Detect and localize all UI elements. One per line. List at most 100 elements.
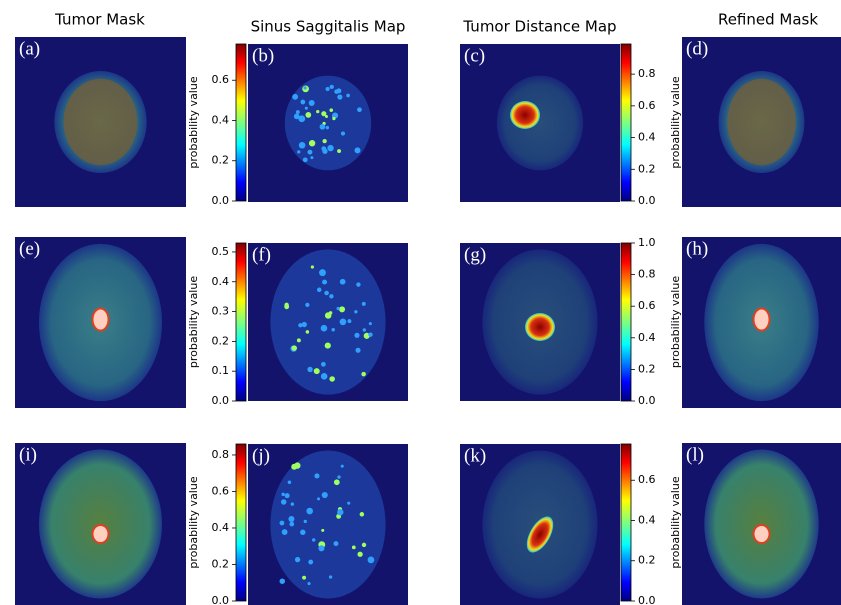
scan-speck bbox=[316, 287, 322, 293]
colorbar-tick-label: 0.6 bbox=[212, 484, 230, 497]
panel-label: (j) bbox=[252, 445, 270, 466]
scan-speck bbox=[301, 321, 307, 328]
brain-scan bbox=[270, 450, 386, 599]
scan-speck bbox=[308, 140, 316, 147]
scan-speck bbox=[281, 529, 288, 535]
colorbar-tick-label: 0.2 bbox=[212, 154, 230, 167]
scan-speck bbox=[347, 501, 351, 505]
scan-speck bbox=[321, 491, 328, 499]
scan-speck bbox=[361, 301, 366, 306]
scan-speck bbox=[305, 302, 310, 308]
column-title: Tumor Distance Map bbox=[462, 18, 616, 36]
scan-speck bbox=[284, 493, 290, 499]
scan-speck bbox=[308, 100, 315, 107]
mask-region bbox=[63, 78, 138, 166]
panel-label: (a) bbox=[19, 38, 40, 59]
scan-speck bbox=[336, 306, 340, 311]
scan-speck bbox=[322, 138, 327, 144]
mask-region bbox=[752, 524, 771, 544]
scan-speck bbox=[339, 318, 347, 326]
scan-speck bbox=[298, 115, 306, 123]
scan-speck bbox=[328, 575, 333, 579]
scan-speck bbox=[339, 306, 346, 313]
colorbar-tick-label: 0.0 bbox=[212, 194, 230, 207]
colorbar-tick-label: 0.6 bbox=[212, 73, 230, 86]
scan-speck bbox=[303, 519, 307, 524]
scan-speck bbox=[368, 332, 373, 337]
scan-speck bbox=[356, 282, 361, 287]
scan-speck bbox=[303, 86, 307, 90]
scan-speck bbox=[367, 556, 375, 564]
scan-speck bbox=[337, 149, 342, 153]
panel-label: (d) bbox=[686, 38, 708, 59]
tumor-region bbox=[525, 313, 555, 341]
scan-speck bbox=[289, 521, 295, 527]
scan-speck bbox=[279, 520, 285, 526]
colorbar-tick-label: 0.1 bbox=[212, 364, 230, 377]
scan-speck bbox=[316, 109, 320, 114]
column-title: Refined Mask bbox=[718, 11, 818, 29]
scan-speck bbox=[354, 310, 358, 314]
column-title: Sinus Saggitalis Map bbox=[251, 18, 406, 36]
colorbar-label: probability value bbox=[187, 76, 200, 168]
scan-speck bbox=[337, 475, 341, 479]
scan-speck bbox=[287, 480, 292, 485]
colorbar-tick-label: 0.4 bbox=[638, 131, 656, 144]
scan-speck bbox=[307, 366, 313, 373]
colorbar bbox=[235, 43, 247, 202]
colorbar-tick-label: 0.0 bbox=[638, 394, 656, 407]
scan-speck bbox=[354, 332, 360, 338]
scan-speck bbox=[297, 150, 301, 154]
colorbar bbox=[620, 443, 632, 602]
scan-speck bbox=[325, 125, 330, 130]
scan-speck bbox=[324, 115, 328, 119]
scan-speck bbox=[357, 551, 363, 557]
scan-speck bbox=[305, 112, 312, 118]
scan-speck bbox=[320, 324, 328, 332]
scan-speck bbox=[319, 269, 326, 277]
colorbar-tick-label: 0.2 bbox=[212, 334, 230, 347]
scan-speck bbox=[300, 529, 306, 535]
scan-speck bbox=[333, 541, 339, 547]
scan-speck bbox=[363, 332, 370, 339]
scan-speck bbox=[300, 99, 306, 105]
scan-speck bbox=[308, 559, 314, 565]
colorbar-tick-label: 1.0 bbox=[638, 236, 656, 249]
scan-speck bbox=[281, 492, 285, 497]
brain-scan bbox=[270, 249, 386, 395]
colorbar-label: probability value bbox=[187, 276, 200, 368]
scan-speck bbox=[361, 371, 366, 377]
scan-speck bbox=[355, 347, 361, 353]
colorbar-tick-label: 0.8 bbox=[638, 268, 656, 281]
colorbar-label: probability value bbox=[669, 76, 682, 168]
scan-speck bbox=[333, 479, 340, 486]
scan-speck bbox=[298, 323, 303, 328]
scan-speck bbox=[307, 582, 311, 586]
scan-speck bbox=[327, 144, 334, 152]
scan-speck bbox=[290, 502, 295, 506]
panel-label: (g) bbox=[464, 244, 486, 265]
scan-speck bbox=[347, 319, 352, 324]
scan-speck bbox=[295, 110, 300, 115]
colorbar-tick-label: 0.4 bbox=[212, 113, 230, 126]
scan-speck bbox=[340, 464, 344, 468]
mask-region bbox=[727, 78, 796, 166]
scan-speck bbox=[317, 497, 321, 501]
scan-speck bbox=[310, 156, 314, 160]
scan-speck bbox=[298, 141, 306, 149]
scan-speck bbox=[302, 575, 307, 580]
brain-scan bbox=[496, 75, 584, 171]
colorbar-tick-label: 0.0 bbox=[638, 594, 656, 605]
column-title: Tumor Mask bbox=[54, 11, 145, 29]
scan-speck bbox=[368, 322, 372, 326]
scan-speck bbox=[329, 294, 334, 299]
colorbar-label: probability value bbox=[669, 476, 682, 568]
tumor-region bbox=[526, 516, 554, 553]
scan-speck bbox=[325, 86, 330, 92]
colorbar-tick-label: 0.2 bbox=[638, 362, 656, 375]
scan-speck bbox=[304, 106, 308, 110]
scan-speck bbox=[291, 345, 297, 351]
mask-region bbox=[91, 524, 110, 544]
colorbar-tick-label: 0.0 bbox=[638, 194, 656, 207]
